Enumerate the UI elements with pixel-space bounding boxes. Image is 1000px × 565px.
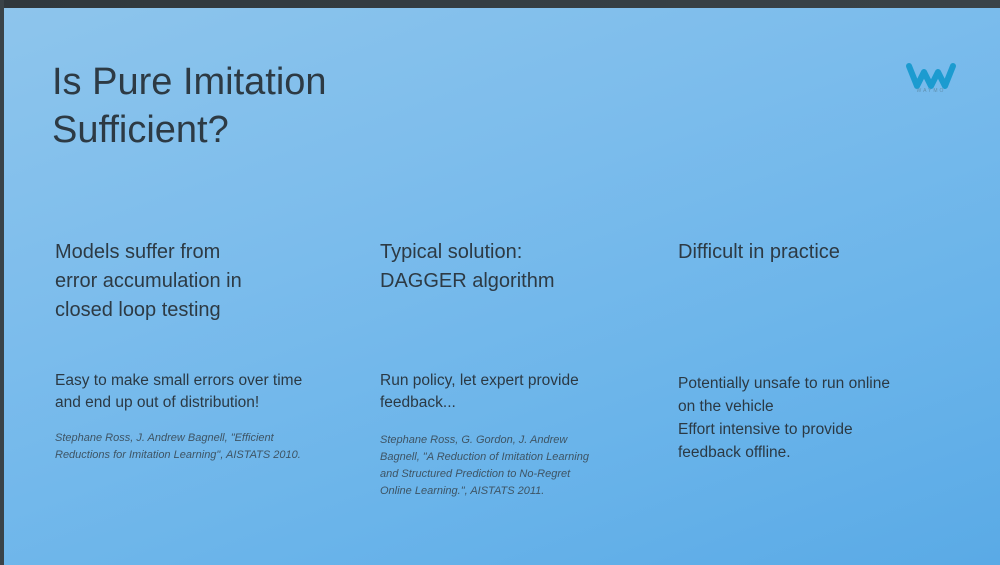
column-body: Potentially unsafe to run online on the … <box>678 375 890 461</box>
column-dagger: Typical solution: DAGGER algorithm Run p… <box>380 238 660 497</box>
waymo-logo-icon <box>906 63 956 89</box>
column-difficult-in-practice: Difficult in practice Potentially unsafe… <box>678 238 978 461</box>
column-citation: Stephane Ross, J. Andrew Bagnell, "Effic… <box>55 432 301 461</box>
column-body: Easy to make small errors over time and … <box>55 372 303 411</box>
column-body: Run policy, let expert provide feedback.… <box>380 372 579 411</box>
projector-frame-top <box>0 0 1000 8</box>
column-citation: Stephane Ross, G. Gordon, J. Andrew Bagn… <box>380 434 589 497</box>
column-heading: Difficult in practice <box>678 241 840 263</box>
column-heading: Models suffer from error accumulation in… <box>55 241 242 321</box>
waymo-logo-text: WAYMO <box>916 88 946 94</box>
slide-title: Is Pure Imitation Sufficient? <box>52 61 327 151</box>
column-heading: Typical solution: DAGGER algorithm <box>380 241 555 292</box>
column-error-accumulation: Models suffer from error accumulation in… <box>55 238 355 461</box>
projector-frame-left <box>0 0 4 565</box>
